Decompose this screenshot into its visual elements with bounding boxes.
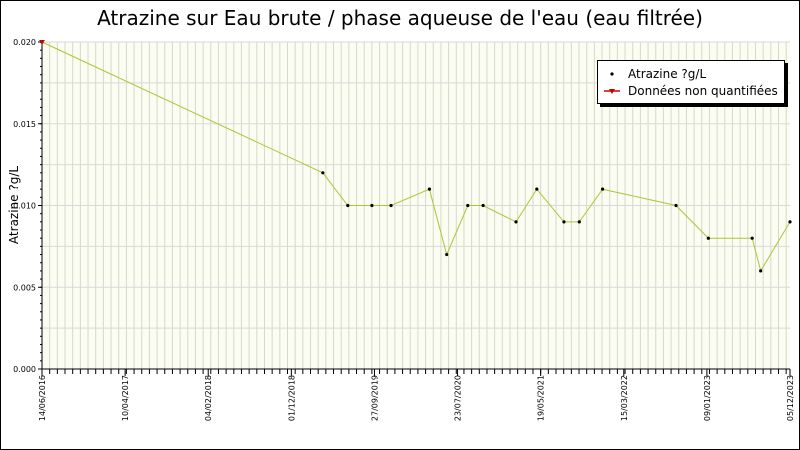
data-point [481, 203, 485, 208]
chart-title: Atrazine sur Eau brute / phase aqueuse d… [97, 6, 703, 30]
data-point [466, 203, 470, 208]
legend-entry-atrazine: Atrazine ?g/L [604, 66, 706, 82]
data-point [562, 220, 566, 224]
x-tick-label: 23/07/2020 [454, 375, 463, 421]
x-tick-label: 09/01/2023 [703, 375, 712, 421]
x-tick-label: 05/12/2023 [786, 375, 795, 421]
legend-symbol-atrazine [604, 72, 620, 76]
y-tick-label: 0.000 [13, 365, 36, 374]
data-point [346, 203, 350, 208]
y-tick-label: 0.005 [13, 283, 36, 292]
y-tick-label: 0.015 [13, 120, 36, 129]
x-tick-label: 15/03/2022 [620, 375, 629, 421]
data-point [445, 252, 449, 257]
y-tick-label: 0.020 [13, 38, 36, 47]
legend-symbol-non-quantified [604, 89, 620, 94]
x-tick-label: 10/04/2017 [121, 375, 130, 421]
legend-label-atrazine: Atrazine ?g/L [628, 67, 707, 81]
data-point [535, 187, 539, 191]
data-point [674, 203, 678, 208]
data-point [600, 187, 605, 191]
data-point [514, 220, 518, 224]
data-point [759, 269, 763, 273]
non-quantified-point [39, 40, 45, 44]
data-point [577, 220, 581, 224]
data-point [706, 236, 710, 240]
data-point [788, 220, 792, 224]
legend: Atrazine ?g/L Données non quantifiées [597, 60, 785, 104]
x-tick-label: 04/02/2018 [204, 375, 213, 421]
legend-entry-non-quantified: Données non quantifiées [604, 83, 778, 99]
x-tick-label: 27/09/2019 [370, 375, 379, 421]
legend-label-non-quantified: Données non quantifiées [628, 84, 778, 98]
data-point [427, 187, 432, 191]
x-tick-label: 19/05/2021 [537, 375, 546, 421]
x-tick-label: 14/06/2016 [38, 375, 47, 421]
data-point [321, 171, 325, 175]
data-point [389, 203, 393, 208]
data-point [750, 236, 754, 240]
y-tick-label: 0.010 [13, 202, 36, 211]
x-tick-label: 01/12/2018 [287, 375, 296, 421]
data-point [370, 203, 374, 208]
